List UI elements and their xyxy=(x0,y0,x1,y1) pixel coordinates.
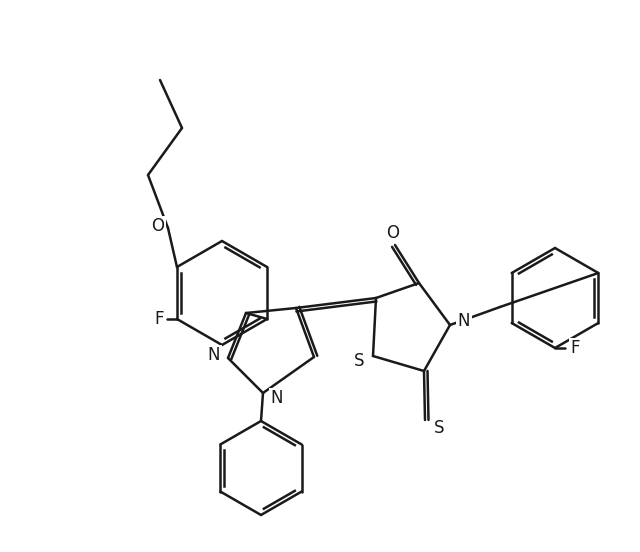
Text: S: S xyxy=(434,419,444,437)
Text: F: F xyxy=(570,339,580,357)
Text: O: O xyxy=(152,217,164,235)
Text: O: O xyxy=(387,224,399,242)
Text: N: N xyxy=(458,312,470,330)
Text: N: N xyxy=(271,389,284,407)
Text: F: F xyxy=(154,310,164,328)
Text: N: N xyxy=(208,346,220,364)
Text: S: S xyxy=(354,352,364,370)
